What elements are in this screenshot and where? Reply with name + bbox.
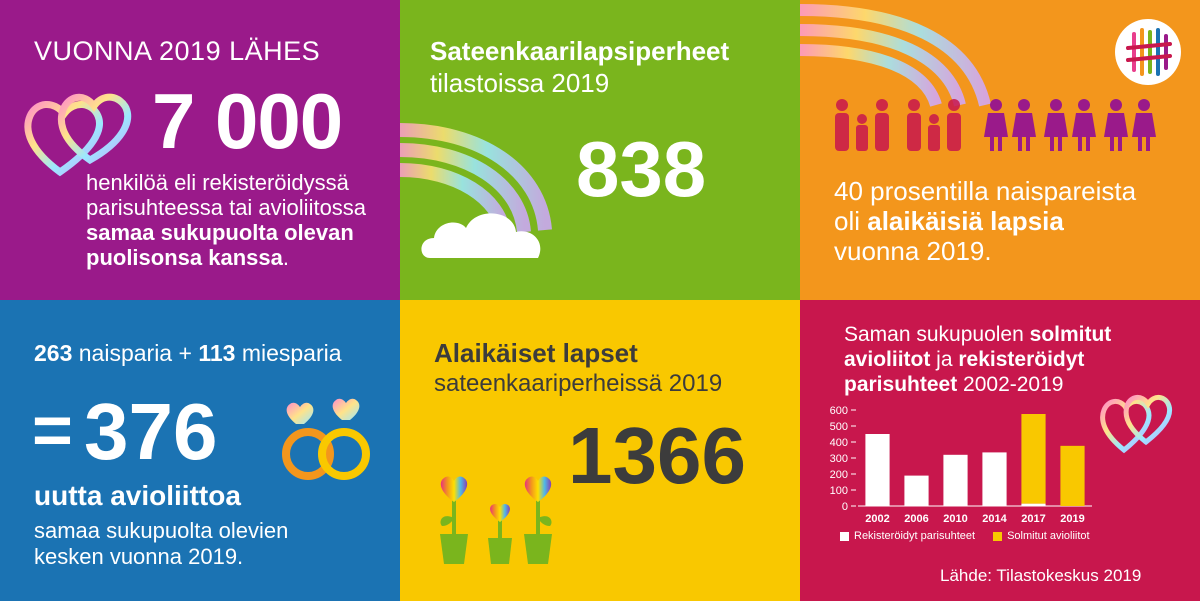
panel1-line1: henkilöä eli rekisteröidyssä — [86, 170, 349, 195]
panel4-line2: kesken vuonna 2019. — [34, 544, 244, 569]
panel1-number: 7 000 — [152, 77, 343, 165]
panel3-line2-a: oli — [834, 206, 868, 236]
panel4-sum-line: 263 naisparia + 113 miesparia — [34, 340, 342, 367]
panel-new-marriages: 263 naisparia + 113 miesparia = 376 uutt… — [0, 300, 400, 601]
y-tick-label: 0 — [842, 501, 848, 513]
panel1-line4-tail: . — [282, 245, 289, 270]
source-text: Lähde: Tilastokeskus 2019 — [940, 566, 1142, 585]
panel6-title-a: Saman sukupuolen — [844, 323, 1030, 346]
rainbow-cloud-icon — [400, 110, 580, 270]
panel-chart: Saman sukupuolen solmitut avioliitot ja … — [800, 300, 1200, 601]
panel5-title: Alaikäiset lapset — [434, 338, 638, 368]
x-tick-label: 2017 — [1021, 513, 1045, 525]
x-tick-label: 2014 — [982, 513, 1007, 525]
panel6-title-g: 2002-2019 — [957, 373, 1064, 396]
panel1-line3: samaa sukupuolta olevan — [86, 220, 354, 245]
legend-swatch-marriages — [993, 531, 1003, 541]
panel4-bold-line: uutta avioliittoa — [34, 480, 241, 511]
panel6-title-c: avioliitot — [844, 348, 931, 371]
stats-logo-icon — [1114, 18, 1182, 86]
panel-registered-couples: VUONNA 2019 LÄHES 7 000 henkilöä eli rek… — [0, 0, 400, 300]
panel6-title-f: parisuhteet — [844, 373, 958, 396]
bar-registered-2002 — [865, 434, 890, 506]
panel4-n1: 263 — [34, 340, 73, 366]
legend-label-registered: Rekisteröidyt parisuhteet — [854, 530, 976, 542]
panel-rainbow-families: Sateenkaarilapsiperheet tilastoissa 2019… — [400, 0, 800, 300]
hearts-icon — [1098, 384, 1178, 456]
panel3-line2-bold: alaikäisiä lapsia — [867, 206, 1064, 236]
panel-minor-children: Alaikäiset lapset sateenkaariperheissä 2… — [400, 300, 800, 601]
panel3-line1: 40 prosentilla naispareista — [834, 176, 1137, 206]
panel4-t1: naisparia + — [72, 340, 199, 366]
y-tick-label: 100 — [830, 485, 848, 497]
heart-flowers-icon — [434, 472, 564, 566]
chart-legend: Rekisteröidyt parisuhteet Solmitut aviol… — [840, 530, 1090, 542]
y-tick-label: 300 — [830, 453, 848, 465]
x-tick-label: 2006 — [904, 513, 928, 525]
y-tick-label: 500 — [830, 421, 848, 433]
panel6-title: Saman sukupuolen solmitut avioliitot ja … — [844, 322, 1164, 397]
panel4-equals: = — [32, 391, 73, 469]
rainbow-icon — [800, 0, 1000, 110]
y-tick-label: 200 — [830, 469, 848, 481]
panel4-number: 376 — [84, 387, 218, 476]
panel1-line4-bold: puolisonsa kanssa — [86, 245, 283, 270]
bar-marriages-2019 — [1060, 445, 1085, 506]
panel6-title-e: rekisteröidyt — [958, 348, 1085, 371]
panel1-line2: parisuhteessa tai avioliitossa — [86, 195, 367, 220]
panel1-heading: VUONNA 2019 LÄHES — [34, 36, 321, 66]
y-tick-label: 600 — [830, 405, 848, 417]
panel5-subtitle: sateenkaariperheissä 2019 — [434, 370, 723, 397]
x-tick-label: 2019 — [1060, 513, 1084, 525]
panel6-title-d: ja — [930, 348, 959, 371]
panel4-n2: 113 — [198, 340, 236, 366]
panel1-line4: puolisonsa kanssa. — [86, 245, 396, 270]
legend-item-marriages: Solmitut avioliitot — [993, 530, 1090, 542]
x-tick-label: 2010 — [943, 513, 967, 525]
legend-swatch-registered — [840, 531, 849, 541]
legend-item-registered: Rekisteröidyt parisuhteet — [840, 530, 975, 542]
panel-women-couples: 40 prosentilla naispareista oli alaikäis… — [800, 0, 1200, 300]
panel3-line3: vuonna 2019. — [834, 236, 992, 266]
family-icon — [830, 95, 1170, 155]
x-tick-label: 2002 — [865, 513, 889, 525]
bar-registered-2006 — [904, 475, 929, 506]
bar-marriages-2017 — [1021, 414, 1046, 504]
bar-registered-2014 — [982, 452, 1007, 506]
bar-registered-2010 — [943, 454, 968, 506]
panel6-title-b: solmitut — [1029, 323, 1112, 346]
rings-icon — [276, 398, 386, 488]
panel4-line1: samaa sukupuolta olevien — [34, 518, 289, 543]
hearts-icon — [20, 80, 150, 180]
panel4-t2: miesparia — [235, 340, 342, 366]
marriage-chart: 600 500 400 300 200 100 0 2002 2006 2010 2014 2017 2… — [830, 405, 1092, 525]
panel3-line2: oli alaikäisiä lapsia — [834, 206, 1194, 236]
legend-label-marriages: Solmitut avioliitot — [1007, 530, 1090, 542]
panel2-number: 838 — [576, 125, 707, 213]
y-tick-label: 400 — [830, 437, 848, 449]
panel5-number: 1366 — [568, 411, 746, 500]
panel2-title: Sateenkaarilapsiperheet — [430, 36, 730, 66]
bar-registered-2017 — [1021, 503, 1046, 506]
panel2-subtitle: tilastoissa 2019 — [430, 68, 610, 98]
